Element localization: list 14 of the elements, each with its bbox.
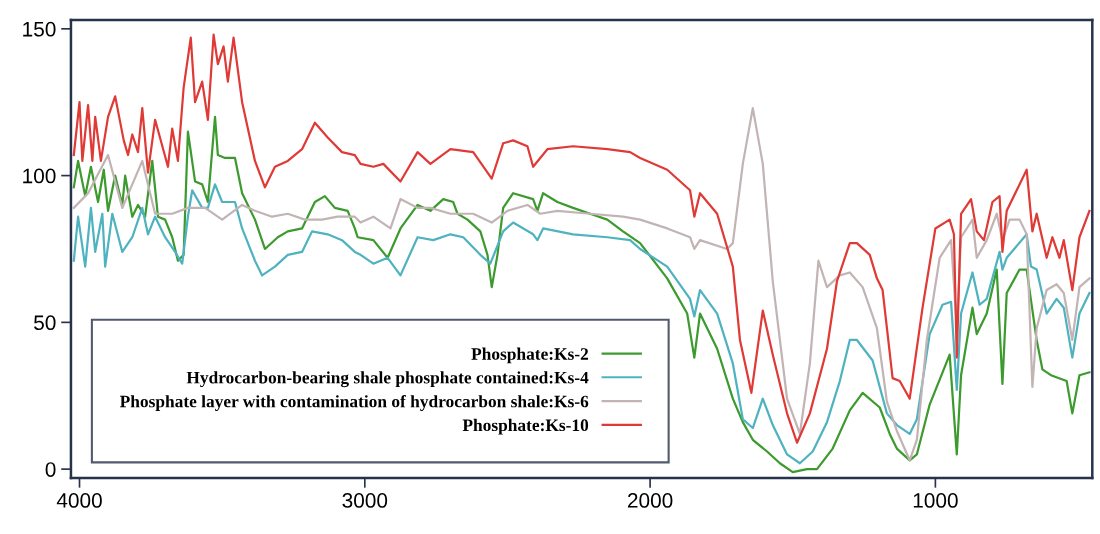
legend-label: Phosphate:Ks-2	[471, 347, 589, 364]
x-tick-label: 2000	[627, 493, 673, 508]
x-tick-label: 4000	[56, 493, 102, 508]
y-tick-label: 150	[23, 21, 56, 37]
line-series	[72, 33, 1091, 444]
legend-label: Phosphate:Ks-10	[462, 418, 589, 435]
legend-label: Hydrocarbon-bearing shale phosphate contained:Ks-4	[186, 371, 589, 388]
y-tick-label: 100	[23, 168, 56, 184]
y-tick-label: 0	[45, 462, 56, 477]
x-tick-label: 1000	[913, 493, 958, 508]
legend-label: Phosphate layer with contamination of hydrocarbon shale:Ks-6	[119, 394, 589, 411]
y-tick-label: 50	[34, 315, 56, 331]
x-tick-label: 3000	[342, 493, 388, 508]
line-series	[72, 183, 1091, 465]
